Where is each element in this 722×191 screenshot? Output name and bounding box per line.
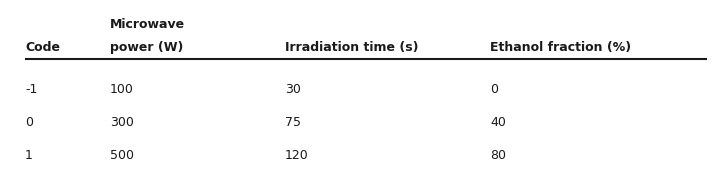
Text: 0: 0: [25, 116, 33, 129]
Text: 40: 40: [490, 116, 506, 129]
Text: Microwave: Microwave: [110, 18, 185, 31]
Text: Code: Code: [25, 41, 60, 54]
Text: 30: 30: [285, 83, 301, 96]
Text: power (W): power (W): [110, 41, 183, 54]
Text: 0: 0: [490, 83, 498, 96]
Text: 75: 75: [285, 116, 301, 129]
Text: Ethanol fraction (%): Ethanol fraction (%): [490, 41, 631, 54]
Text: 1: 1: [25, 149, 33, 162]
Text: Irradiation time (s): Irradiation time (s): [285, 41, 419, 54]
Text: 120: 120: [285, 149, 309, 162]
Text: 500: 500: [110, 149, 134, 162]
Text: -1: -1: [25, 83, 38, 96]
Text: 80: 80: [490, 149, 506, 162]
Text: 100: 100: [110, 83, 134, 96]
Text: 300: 300: [110, 116, 134, 129]
